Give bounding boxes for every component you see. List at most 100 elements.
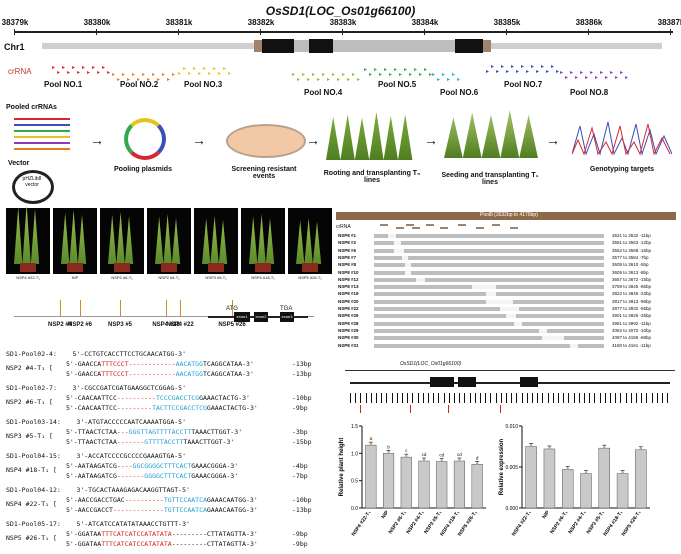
crrna-tick [448,393,450,403]
bar [525,446,537,509]
crrna-tick [552,393,554,403]
seq-segment: 5'-AACCGACCT [66,506,113,514]
seq-segment: AACATGG [175,360,203,368]
crrna-arrow-icon: ▸ [610,70,614,76]
crrna-bar [440,227,448,229]
seq-allele: 5'-GGATAATTTCATCATCCATATATA---------CTTA… [66,540,258,548]
crrna-arrow-icon: ▸ [213,66,217,72]
crrna-arrow-icon: ▸ [565,75,569,81]
row-name: NSP8 #7 [338,254,357,260]
crrna-arrow-icon: ▸ [302,72,306,78]
crrna-arrow-icon: ▸ [327,77,331,83]
crrna-arrow-icon: ▸ [92,65,96,71]
pool-gene-exon-b [458,377,476,387]
seq-segment: GAAACAATGG-3' [206,506,258,514]
seq-segment: --------- [116,404,153,412]
row-name: NSP8 #6 [338,247,357,253]
x-tick-label: NSP2 #4-T₁ [567,510,587,535]
data-point [548,446,551,450]
seq-ref: SD1-Pool02-7: 3'-CGCCGATCGATGAAGGCTCGGAG… [6,384,187,392]
crrna-tick [573,393,575,403]
seq-segment: ------- [116,438,145,446]
crrna-bar [492,224,500,226]
crrna-arrow-icon: ▸ [183,66,187,72]
crrna-tick [459,393,461,403]
crrna-arrow-icon: ▸ [389,72,393,78]
seq-deletion: -7bp [292,472,308,480]
plant-photo [100,208,144,274]
row-bar [374,307,604,311]
row-deletion [539,328,547,333]
target-tick [360,405,361,413]
plant-label: NSP5 #26-T₁ [298,275,322,280]
crrna-tick [625,393,627,403]
seq-segment: ---- [116,462,133,470]
crrna-tick [506,393,507,403]
plant-pot [20,263,36,272]
row-name: NSP8 #10 [338,269,359,275]
seq-deletion: -15bp [292,438,312,446]
crrna-arrow-icon: ▸ [317,77,321,83]
crrna-tick [641,393,643,403]
crrna-bar [380,224,388,226]
crrna-tick [604,393,606,403]
crrna-arrow-icon: ▸ [137,77,141,83]
seq-segment: ---------- [124,496,164,504]
crrna-arrow-icon: ▸ [496,69,500,75]
significance-letter: cd [457,452,462,457]
crrna-arrow-icon: ▸ [447,77,451,83]
crrna-arrow-icon: ▸ [292,72,296,78]
row-bar [374,314,604,319]
crrna-tick [391,393,393,403]
crrna-arrow-icon: ▸ [82,65,86,71]
y-tick-label: 0.005 [505,465,518,471]
y-tick-label: 0.0 [351,506,358,512]
crrna-tick [350,393,351,403]
y-axis-label: Relative plant height [339,438,345,497]
plant-pot [255,263,271,272]
data-point [387,451,390,454]
crrna-arrow-icon: ▸ [521,64,525,70]
significance-letter: d [476,455,479,460]
crrna-tick [428,393,429,403]
row-name: NSP8 #30 [338,335,359,341]
crrna-bar [510,227,518,229]
crrna-arrow-icon: ▸ [457,77,461,83]
seq-segment: GAAACGGGA-3' [191,462,239,470]
crrna-arrow-icon: ▸ [57,70,61,76]
exon1-box: exon1 [234,312,250,322]
crrna-arrow-icon: ▸ [399,72,403,78]
crrna-tick [386,393,388,403]
crrna-arrow-icon: ▸ [511,64,515,70]
row-deletion [404,263,411,268]
pool-gene-title: OsSD1(LOC_Os01g66100) [400,361,462,367]
seq-segment: ATCATCCATATATA [116,530,172,538]
row-name: NSP8 #28 [338,320,359,326]
crrna-arrow-icon: ▸ [342,72,346,78]
pool-gene-body [350,382,670,384]
crrna-bar [396,227,404,229]
gene-backbone [14,316,314,317]
utr-left [254,40,262,52]
crrna-tick [532,393,533,403]
crrna-tick [656,393,658,403]
row-deletion [393,248,404,253]
marker-label: NSP2 #6 [67,322,92,328]
crrna-arrow-icon: ▸ [620,70,624,76]
plant-pot [208,263,224,272]
vector-circle [12,170,54,204]
seq-segment: 5'-TTAACTCTAA [66,428,117,436]
seq-segment: 5'-GAACCA [66,370,102,378]
crrna-arrow-icon: ▸ [429,72,433,78]
seq-allele: 5'-AACCGACCTGAC----------TGTTCCAATCAGAAA… [66,496,258,504]
seq-segment: ---------CTTATAGTTA-3' [171,530,258,538]
row-deletion [505,314,516,319]
seq-segment: GTTTTACCTT [144,438,184,446]
seq-deletion: -13bp [292,506,312,514]
crrna-arrow-icon: ▸ [585,75,589,81]
coordinate-label: 38379k [1,18,29,27]
crrna-arrow-icon: ▸ [414,67,418,73]
seq-segment: GGGTTAGTTTTACCTT [128,428,192,436]
crrna-arrow-icon: ▸ [67,70,71,76]
row-deletion [500,307,519,311]
